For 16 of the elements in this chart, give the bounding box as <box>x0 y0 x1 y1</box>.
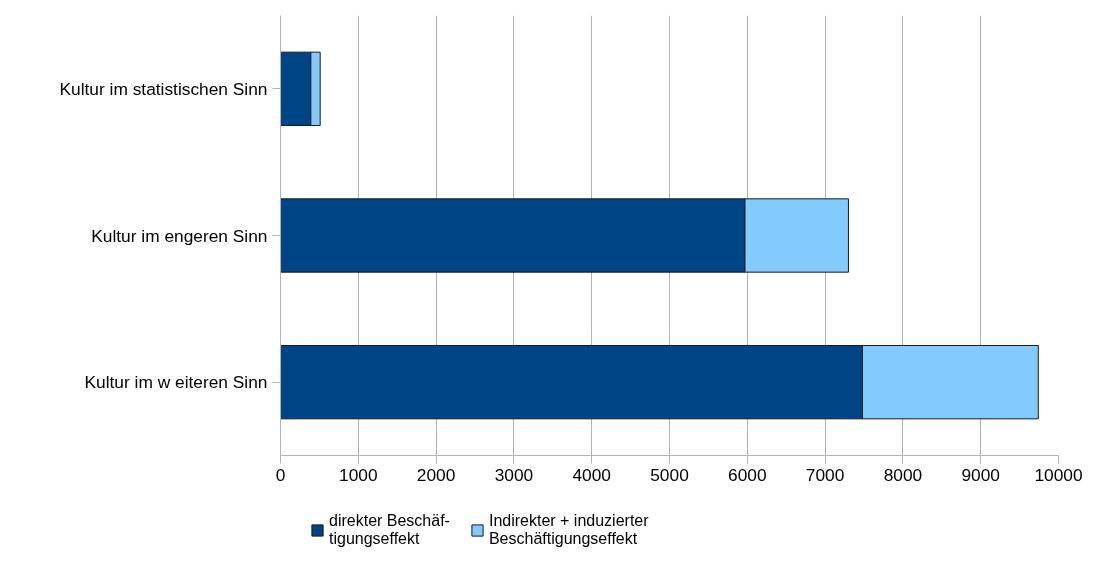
x-tick-label: 10000 <box>1034 464 1083 485</box>
legend-label: direkter Beschäf- tigungseffekt <box>329 512 450 548</box>
x-tick-label: 0 <box>275 464 286 485</box>
x-tick-label: 6000 <box>728 464 767 485</box>
x-tick-label: 7000 <box>805 464 845 485</box>
y-tick-label: Kultur im statistischen Sinn <box>59 78 268 99</box>
x-tick-label: 8000 <box>883 464 923 485</box>
x-tick-label: 4000 <box>572 464 611 485</box>
x-tick-label: 1000 <box>339 464 378 485</box>
legend-label: Indirekter + induzierter Beschäftigungseffekt <box>488 512 649 548</box>
x-tick-label: 5000 <box>650 464 689 485</box>
x-tick-label: 9000 <box>961 464 1000 485</box>
x-tick-label: 2000 <box>416 464 456 485</box>
x-tick-label: 3000 <box>494 464 534 485</box>
y-tick-label: Kultur im w eiteren Sinn <box>84 372 268 393</box>
y-tick-label: Kultur im engeren Sinn <box>91 225 268 246</box>
